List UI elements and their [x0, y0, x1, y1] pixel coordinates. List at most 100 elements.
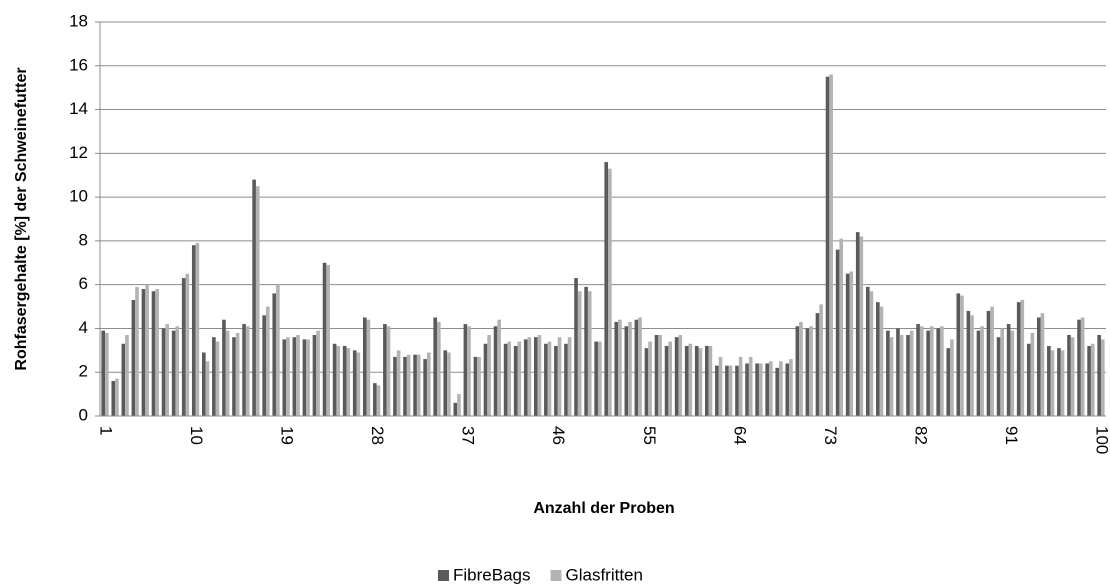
- bar: [728, 365, 733, 416]
- bar: [145, 284, 149, 416]
- bar: [332, 343, 337, 416]
- bar: [232, 337, 236, 416]
- y-tick-label: 10: [69, 187, 88, 206]
- bar: [564, 343, 568, 416]
- bar: [191, 245, 196, 416]
- bar: [175, 326, 180, 416]
- bar: [212, 337, 216, 416]
- bar: [362, 317, 367, 416]
- bar: [467, 326, 471, 416]
- bar: [523, 339, 528, 416]
- bar: [396, 350, 401, 416]
- bar: [574, 278, 578, 416]
- bar: [1016, 302, 1021, 416]
- bar: [825, 76, 830, 416]
- bar: [111, 380, 116, 416]
- bar: [125, 335, 129, 416]
- bar: [608, 168, 612, 416]
- bar: [262, 315, 266, 416]
- bar: [899, 335, 904, 416]
- y-tick-label: 14: [69, 99, 88, 118]
- bar: [202, 352, 206, 416]
- bar: [473, 356, 478, 416]
- bar: [624, 326, 629, 416]
- bar: [1100, 339, 1105, 416]
- legend-swatch: [438, 570, 449, 581]
- bar: [584, 286, 588, 416]
- bar: [554, 345, 558, 416]
- y-tick-label: 16: [69, 55, 88, 74]
- bar: [527, 337, 532, 416]
- bar: [1030, 332, 1035, 416]
- x-tick-label: 64: [730, 426, 749, 445]
- bar: [276, 284, 280, 416]
- bar: [1097, 335, 1101, 416]
- bar: [966, 310, 971, 416]
- bar: [235, 332, 240, 416]
- bar: [386, 326, 391, 416]
- bar: [970, 315, 974, 416]
- bar: [1067, 335, 1071, 416]
- bar: [725, 365, 729, 416]
- bar: [322, 262, 327, 416]
- x-tick-label: 91: [1002, 426, 1021, 445]
- bar: [1080, 317, 1085, 416]
- bar: [1036, 317, 1041, 416]
- bar: [668, 341, 673, 416]
- bar: [819, 304, 823, 416]
- bar: [718, 356, 723, 416]
- bar: [845, 273, 850, 416]
- bar: [316, 330, 320, 416]
- y-tick-label: 18: [69, 11, 88, 30]
- bar: [185, 273, 190, 416]
- bar: [557, 337, 562, 416]
- legend-label: FibreBags: [453, 565, 530, 584]
- bar: [463, 324, 468, 416]
- bar: [648, 341, 652, 416]
- bar: [155, 289, 159, 416]
- bar: [513, 345, 518, 416]
- bar: [604, 162, 609, 416]
- bar: [151, 291, 156, 416]
- bar: [272, 293, 277, 416]
- bar: [634, 319, 639, 416]
- bar: [738, 356, 743, 416]
- x-tick-label: 55: [640, 426, 659, 445]
- bar: [544, 343, 548, 416]
- bar: [996, 337, 1001, 416]
- bar: [745, 363, 749, 416]
- bar: [678, 335, 683, 416]
- bar: [413, 354, 417, 416]
- bar: [980, 326, 984, 416]
- bar: [1090, 343, 1095, 416]
- bar: [171, 330, 176, 416]
- bar: [346, 348, 351, 416]
- bar: [1050, 350, 1055, 416]
- bar: [960, 295, 964, 416]
- bar: [715, 365, 719, 416]
- bar: [1060, 350, 1065, 416]
- bar: [1057, 348, 1061, 416]
- bar: [393, 356, 397, 416]
- bar: [457, 394, 461, 416]
- bar: [765, 363, 769, 416]
- bar: [292, 337, 297, 416]
- bar: [879, 306, 884, 416]
- bar: [242, 324, 246, 416]
- bar: [376, 385, 381, 416]
- bar: [252, 179, 256, 416]
- bar: [1077, 319, 1081, 416]
- bar: [674, 337, 679, 416]
- bar: [503, 343, 508, 416]
- bar: [684, 345, 689, 416]
- x-tick-label: 37: [459, 426, 478, 445]
- y-tick-label: 6: [79, 274, 88, 293]
- bar: [443, 350, 448, 416]
- bar: [865, 286, 870, 416]
- bar: [306, 339, 310, 416]
- bar: [785, 363, 790, 416]
- bar: [131, 299, 136, 416]
- bar: [161, 328, 166, 416]
- bar: [487, 335, 491, 416]
